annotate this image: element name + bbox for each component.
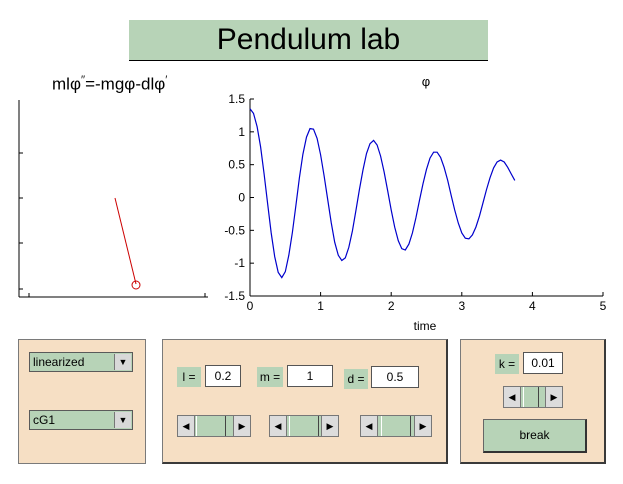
x-tick-label: 0 xyxy=(247,299,254,313)
x-tick-label: 5 xyxy=(600,299,607,313)
y-tick-label: -1 xyxy=(234,256,245,270)
k-slider[interactable]: ◀ ▶ xyxy=(503,386,563,408)
mode-select[interactable]: linearized ▼ xyxy=(29,352,133,372)
m-label: m = xyxy=(257,367,283,387)
d-slider[interactable]: ◀ ▶ xyxy=(360,415,432,437)
y-tick-label: 0 xyxy=(238,191,245,205)
chart-title: φ xyxy=(422,74,430,89)
mode-select-value: linearized xyxy=(33,355,85,369)
equation-sup2: ′ xyxy=(165,74,168,86)
pendulum-bob xyxy=(131,280,141,290)
equation-sup1: ′′ xyxy=(80,74,86,86)
x-tick-label: 1 xyxy=(317,299,324,313)
m-input[interactable]: 1 xyxy=(287,365,333,387)
x-tick-label: 3 xyxy=(458,299,465,313)
y-tick-label: 1.5 xyxy=(228,92,245,106)
d-label: d = xyxy=(344,369,368,389)
k-label: k = xyxy=(495,354,519,374)
x-axis-label: time xyxy=(414,319,437,333)
d-input[interactable]: 0.5 xyxy=(371,366,419,388)
equation-label: mlφ′′=-mgφ-dlφ′ xyxy=(52,74,167,95)
arrow-right-icon[interactable]: ▶ xyxy=(233,416,250,436)
arrow-left-icon[interactable]: ◀ xyxy=(270,416,287,436)
pendulum-axes-frame xyxy=(18,100,208,298)
d-slider-thumb[interactable] xyxy=(381,416,411,436)
chevron-down-icon: ▼ xyxy=(114,354,131,370)
arrow-left-icon[interactable]: ◀ xyxy=(178,416,195,436)
l-slider[interactable]: ◀ ▶ xyxy=(177,415,251,437)
l-slider-thumb[interactable] xyxy=(196,416,226,436)
m-slider-thumb[interactable] xyxy=(289,416,319,436)
l-input[interactable]: 0.2 xyxy=(205,365,241,387)
l-label: l = xyxy=(177,367,201,387)
arrow-right-icon[interactable]: ▶ xyxy=(545,387,562,407)
y-tick-label: -1.5 xyxy=(224,289,245,303)
phi-series-line xyxy=(249,108,516,279)
page-title: Pendulum lab xyxy=(129,20,488,61)
chevron-down-icon: ▼ xyxy=(114,412,131,428)
equation-main: mlφ xyxy=(52,74,81,94)
chart-axes: 0 1 2 3 4 5 1.5 1 0.5 0 -0.5 -1 -1.5 xyxy=(224,92,606,313)
k-input[interactable]: 0.01 xyxy=(523,352,563,374)
y-tick-label: 0.5 xyxy=(228,158,245,172)
arrow-right-icon[interactable]: ▶ xyxy=(414,416,431,436)
controller-select-value: cG1 xyxy=(33,413,56,427)
y-tick-label: -0.5 xyxy=(224,223,245,237)
parameter-panel: l = 0.2 m = 1 d = 0.5 ◀ ▶ ◀ ▶ ◀ ▶ xyxy=(162,339,448,464)
controller-select[interactable]: cG1 ▼ xyxy=(29,410,133,430)
arrow-right-icon[interactable]: ▶ xyxy=(321,416,338,436)
y-tick-label: 1 xyxy=(238,125,245,139)
mode-panel: linearized ▼ cG1 ▼ xyxy=(18,339,146,464)
k-slider-thumb[interactable] xyxy=(523,387,539,407)
pendulum-rod xyxy=(114,197,137,285)
m-slider[interactable]: ◀ ▶ xyxy=(269,415,339,437)
x-tick-label: 4 xyxy=(529,299,536,313)
gain-panel: k = 0.01 ◀ ▶ break xyxy=(460,339,606,464)
arrow-left-icon[interactable]: ◀ xyxy=(361,416,378,436)
equation-rest: =-mgφ-dlφ xyxy=(85,74,166,94)
arrow-left-icon[interactable]: ◀ xyxy=(504,387,521,407)
break-button[interactable]: break xyxy=(483,419,587,453)
x-tick-label: 2 xyxy=(388,299,395,313)
